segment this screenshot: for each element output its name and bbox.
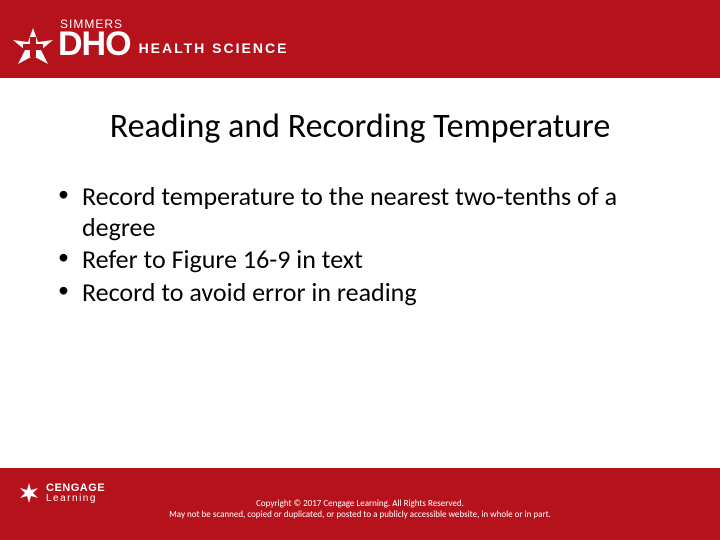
brand-dho: DHO bbox=[58, 27, 131, 61]
slide: SIMMERS DHO HEALTH SCIENCE Reading and R… bbox=[0, 0, 720, 540]
copyright-line1: Copyright © 2017 Cengage Learning. All R… bbox=[0, 498, 720, 509]
brand-tagline: HEALTH SCIENCE bbox=[139, 40, 289, 56]
copyright-block: Copyright © 2017 Cengage Learning. All R… bbox=[0, 498, 720, 521]
brand-logo: SIMMERS DHO HEALTH SCIENCE bbox=[58, 17, 288, 61]
slide-footer: CENGAGE Learning Copyright © 2017 Cengag… bbox=[0, 468, 720, 540]
bullet-item: Refer to Figure 16-9 in text bbox=[58, 244, 680, 275]
slide-content: Reading and Recording Temperature Record… bbox=[0, 78, 720, 468]
slide-title: Reading and Recording Temperature bbox=[40, 106, 680, 147]
bullet-item: Record to avoid error in reading bbox=[58, 277, 680, 308]
bullet-item: Record temperature to the nearest two-te… bbox=[58, 181, 680, 242]
brand-row: DHO HEALTH SCIENCE bbox=[58, 27, 288, 61]
bullet-list: Record temperature to the nearest two-te… bbox=[40, 181, 680, 308]
medical-star-icon bbox=[10, 26, 56, 72]
slide-header: SIMMERS DHO HEALTH SCIENCE bbox=[0, 0, 720, 78]
publisher-name: CENGAGE bbox=[46, 483, 105, 494]
copyright-line2: May not be scanned, copied or duplicated… bbox=[0, 509, 720, 520]
